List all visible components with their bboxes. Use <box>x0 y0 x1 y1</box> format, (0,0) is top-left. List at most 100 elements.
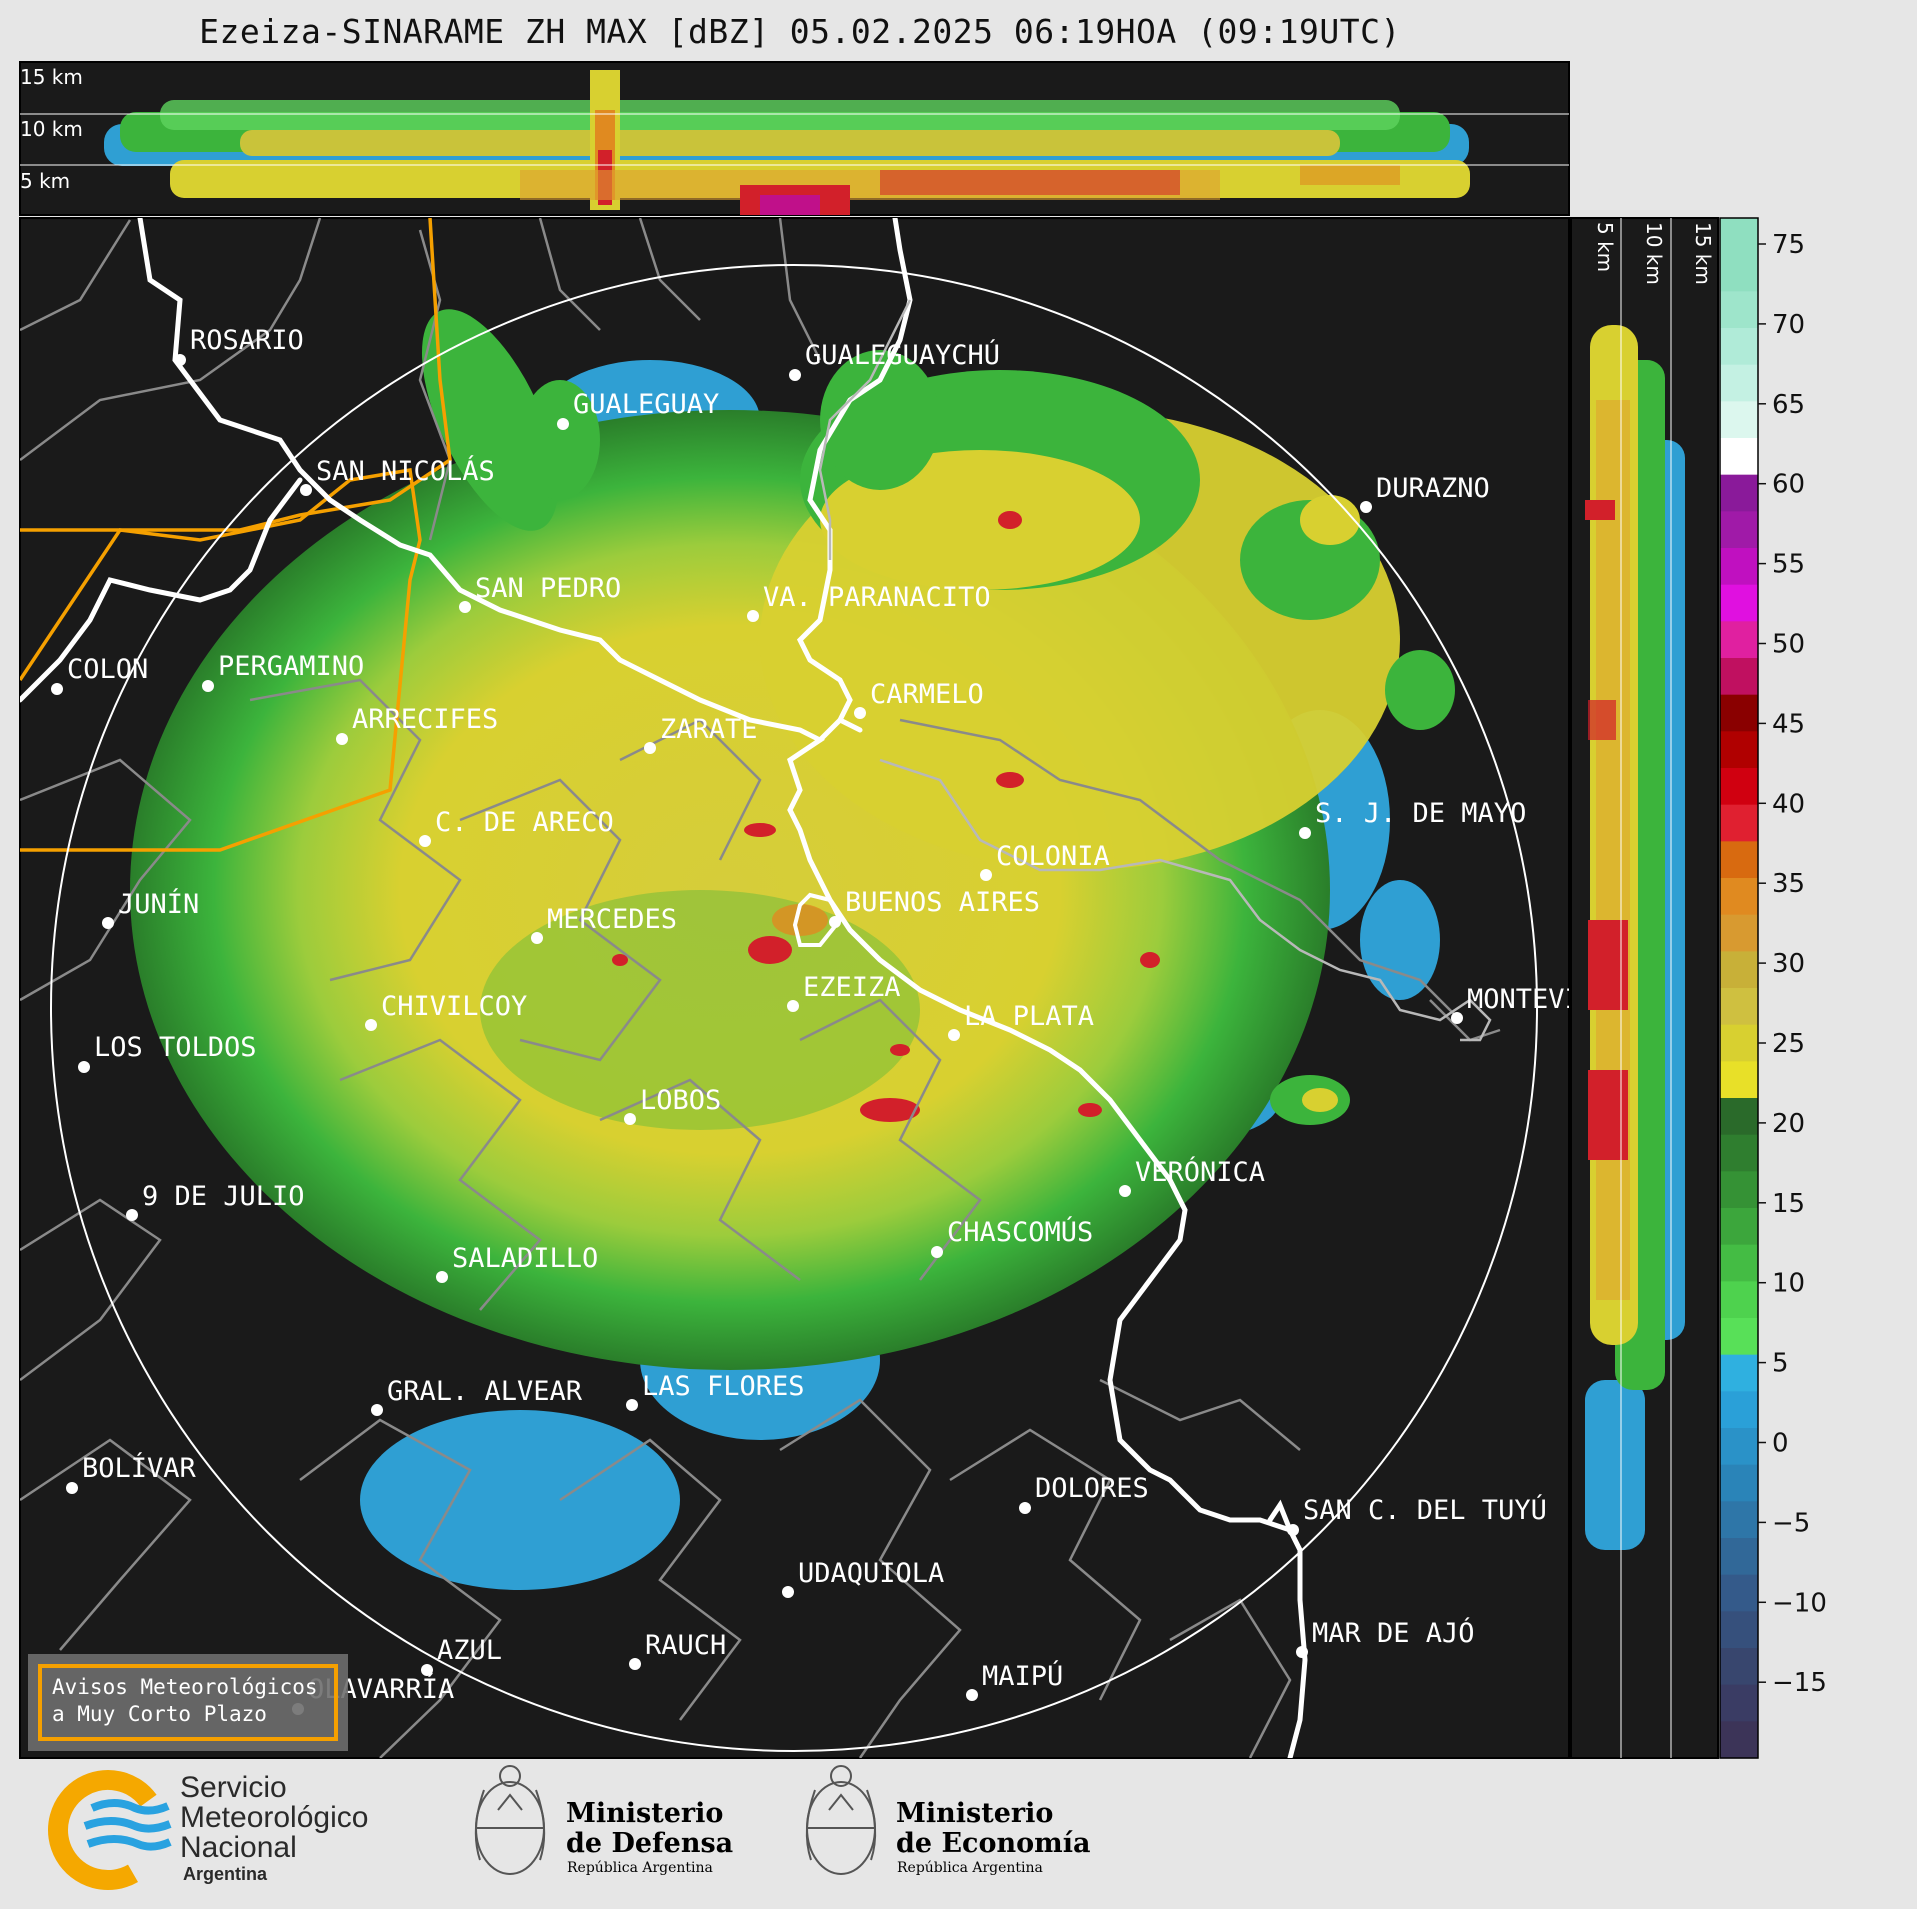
smn-line3: Nacional <box>180 1831 297 1864</box>
city-dot <box>787 1000 799 1012</box>
city-32: SAN C. DEL TUYÚ <box>1287 1494 1547 1536</box>
colorbar-segment <box>1720 1501 1758 1539</box>
colorbar-segment <box>1720 1538 1758 1576</box>
city-dot <box>174 354 186 366</box>
colorbar-tick-label: 50 <box>1772 630 1805 660</box>
colorbar-segment <box>1720 254 1758 292</box>
city-16: BUENOS AIRES <box>829 887 1040 928</box>
colorbar-segment <box>1720 1024 1758 1062</box>
colorbar-segment <box>1720 511 1758 549</box>
city-label: AZUL <box>437 1635 502 1666</box>
city-label: C. DE ARECO <box>435 807 614 838</box>
city-24: VERÓNICA <box>1119 1156 1265 1197</box>
city-markers: ROSARIO GUALEGUAYCHÚ GUALEGUAY SAN NICOLÁS D… <box>51 325 1569 1715</box>
colorbar-segment <box>1720 1208 1758 1246</box>
colorbar-segment <box>1720 804 1758 842</box>
colorbar-segment <box>1720 694 1758 732</box>
city-dot <box>1451 1012 1463 1024</box>
top-level-5km: 5 km <box>20 169 70 193</box>
city-label: CHASCOMÚS <box>947 1216 1093 1248</box>
colorbar-segment <box>1720 768 1758 806</box>
colorbar-segment <box>1720 1098 1758 1136</box>
city-31: DOLORES <box>1019 1473 1149 1514</box>
city-dot <box>102 917 114 929</box>
city-dot <box>1119 1185 1131 1197</box>
city-1: GUALEGUAYCHÚ <box>789 339 1000 381</box>
city-dot <box>557 418 569 430</box>
city-label: ARRECIFES <box>352 704 498 735</box>
colorbar-segment <box>1720 841 1758 879</box>
city-dot <box>1299 827 1311 839</box>
defensa-coat-of-arms-icon <box>474 1765 546 1875</box>
city-dot <box>966 1689 978 1701</box>
city-dot <box>747 610 759 622</box>
city-30: BOLÍVAR <box>66 1452 197 1494</box>
city-dot <box>1360 501 1372 513</box>
avisos-link-box[interactable]: Avisos Meteorológicos a Muy Corto Plazo <box>28 1654 348 1751</box>
city-dot <box>365 1019 377 1031</box>
colorbar-segment <box>1720 1281 1758 1319</box>
city-dot <box>782 1586 794 1598</box>
radar-map: ROSARIO GUALEGUAYCHÚ GUALEGUAY SAN NICOLÁS D… <box>19 217 1570 1759</box>
city-label: 9 DE JULIO <box>142 1181 305 1212</box>
colorbar-segment <box>1720 658 1758 696</box>
colorbar-segment <box>1720 1574 1758 1612</box>
city-label: BOLÍVAR <box>82 1452 197 1484</box>
city-label: RAUCH <box>645 1630 726 1661</box>
city-label: COLONIA <box>996 841 1110 872</box>
city-label: EZEIZA <box>803 972 901 1003</box>
colorbar-tick-label: 35 <box>1772 869 1805 899</box>
city-dot <box>459 601 471 613</box>
city-21: LA PLATA <box>948 1001 1094 1041</box>
city-dot <box>436 1271 448 1283</box>
side-level-10km: 10 km <box>1642 222 1666 285</box>
top-level-15km: 15 km <box>20 65 83 89</box>
city-25: 9 DE JULIO <box>126 1181 305 1221</box>
city-35: AZUL <box>421 1635 502 1676</box>
city-label: LOS TOLDOS <box>94 1032 257 1063</box>
city-11: ZARATE <box>644 714 758 754</box>
province-border-lines <box>20 218 452 852</box>
city-38: MAIPÚ <box>966 1660 1063 1701</box>
city-20: CHIVILCOY <box>365 991 527 1031</box>
city-dot <box>66 1482 78 1494</box>
city-dot <box>629 1658 641 1670</box>
city-9: CARMELO <box>854 679 984 719</box>
colorbar-segment <box>1720 1684 1758 1722</box>
avisos-line1: Avisos Meteorológicos <box>52 1675 318 1699</box>
colorbar-segment <box>1720 364 1758 402</box>
city-18: EZEIZA <box>787 972 901 1012</box>
colorbar-segment <box>1720 1648 1758 1686</box>
city-dot <box>789 369 801 381</box>
city-label: CARMELO <box>870 679 984 710</box>
colorbar-segment <box>1720 1611 1758 1649</box>
city-22: LOS TOLDOS <box>78 1032 257 1073</box>
city-6: VA. PARANACITO <box>747 582 991 622</box>
avisos-line2: a Muy Corto Plazo <box>52 1702 267 1726</box>
economia-line2: de Economía <box>896 1828 1090 1859</box>
city-15: JUNÍN <box>102 888 199 929</box>
city-28: GRAL. ALVEAR <box>371 1376 583 1416</box>
city-dot <box>626 1399 638 1411</box>
colorbar-segment <box>1720 1171 1758 1209</box>
city-label: SAN PEDRO <box>475 573 621 604</box>
economia-coat-of-arms-icon <box>805 1765 877 1875</box>
colorbar-tick-label: 25 <box>1772 1029 1805 1059</box>
colorbar-tick-label: 5 <box>1772 1349 1789 1379</box>
city-label: SAN C. DEL TUYÚ <box>1303 1494 1547 1526</box>
city-label: JUNÍN <box>118 888 199 920</box>
city-dot <box>854 707 866 719</box>
city-dot <box>1019 1502 1031 1514</box>
colorbar-tick-label: −10 <box>1772 1588 1827 1618</box>
city-label: S. J. DE MAYO <box>1315 798 1526 829</box>
city-2: GUALEGUAY <box>557 389 719 430</box>
colorbar-tick-label: 0 <box>1772 1429 1789 1459</box>
side-cross-section-panel: 5 km 10 km 15 km <box>1570 217 1719 1759</box>
city-12: C. DE ARECO <box>419 807 614 847</box>
city-dot <box>419 835 431 847</box>
city-label: LOBOS <box>640 1085 721 1116</box>
city-10: ARRECIFES <box>336 704 498 745</box>
colorbar-tick-label: 40 <box>1772 789 1805 819</box>
city-label: LA PLATA <box>964 1001 1094 1032</box>
city-dot <box>371 1404 383 1416</box>
